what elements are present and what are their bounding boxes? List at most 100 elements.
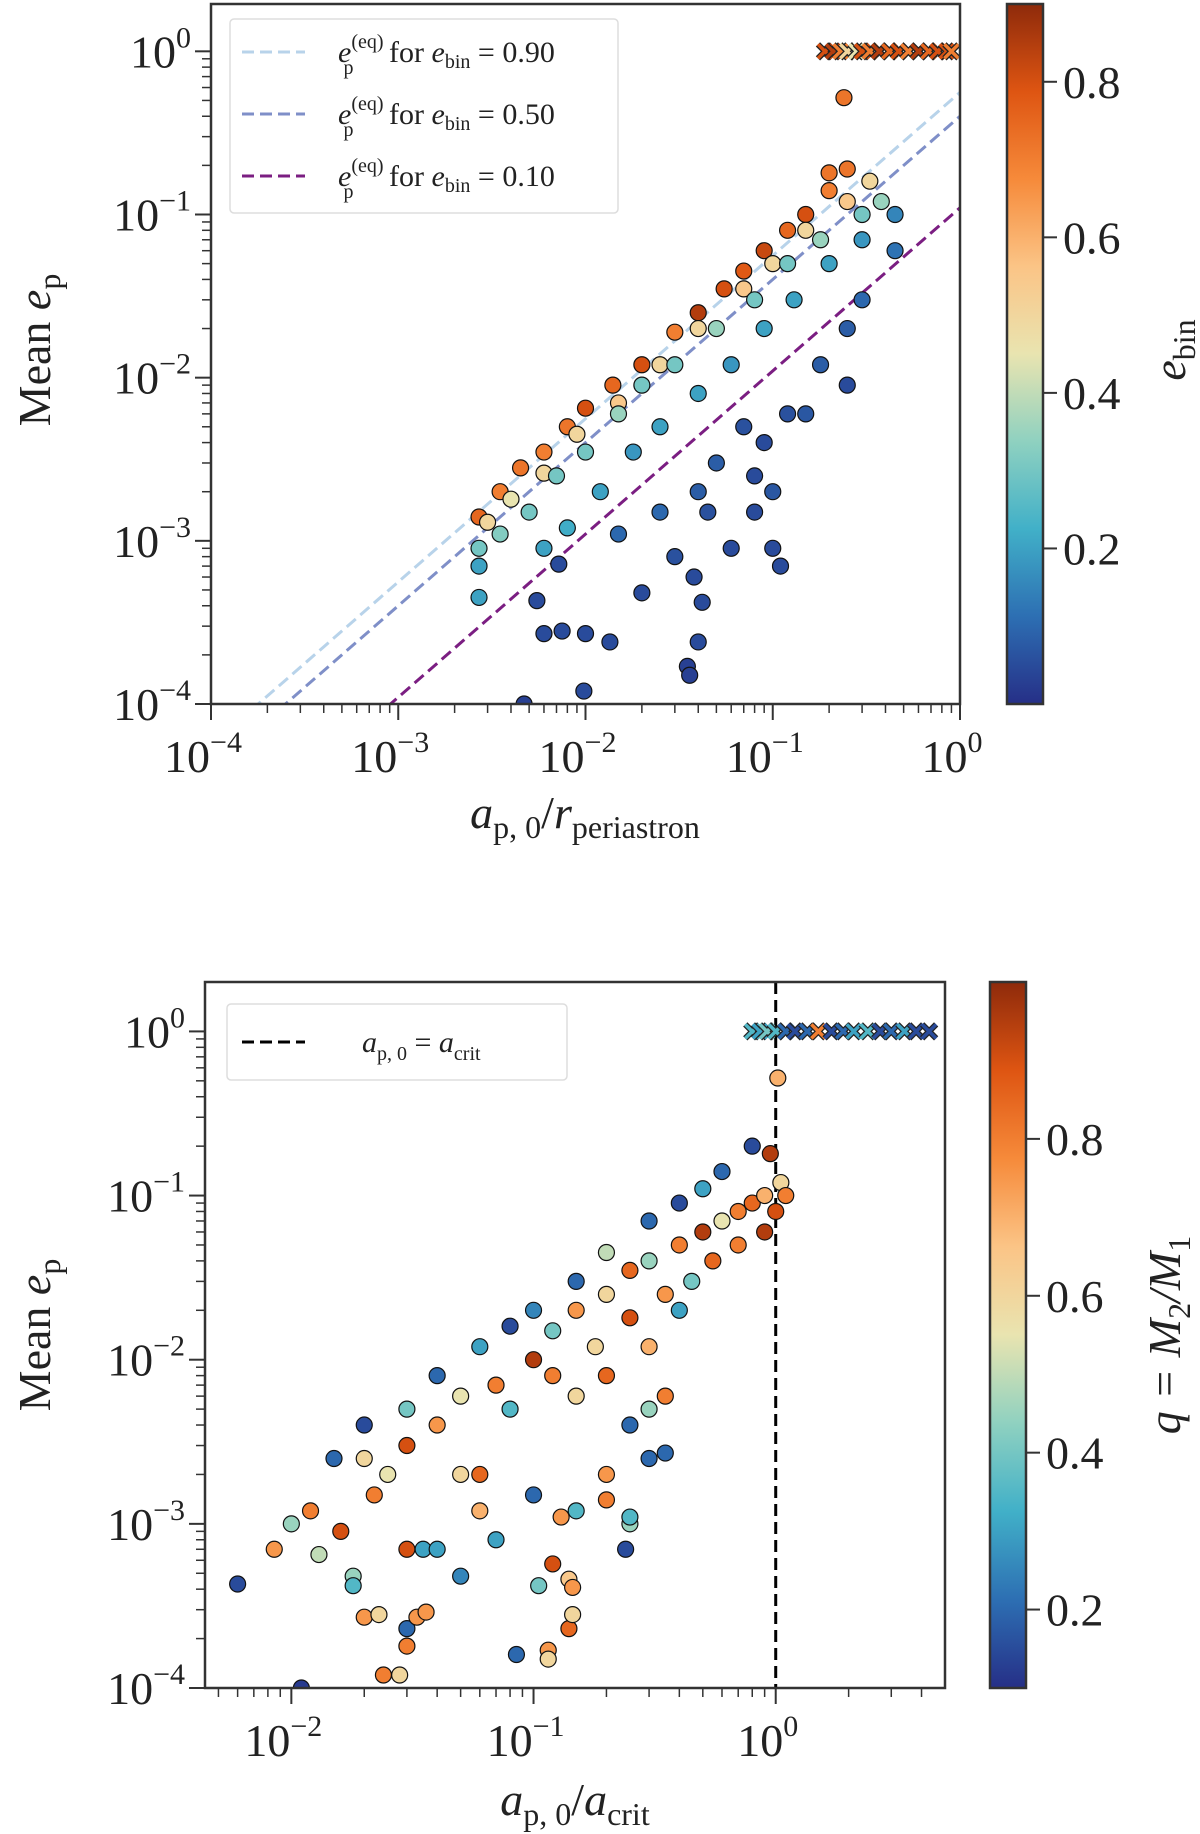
data-point — [633, 584, 651, 602]
colorbar-tick-label: 0.8 — [1046, 1114, 1104, 1165]
data-point — [621, 1261, 639, 1279]
data-point — [601, 633, 619, 651]
colorbar-tick-label: 0.4 — [1046, 1428, 1104, 1479]
data-point — [470, 588, 488, 607]
data-point — [470, 539, 488, 557]
data-point — [552, 1508, 570, 1526]
data-point — [756, 1186, 774, 1205]
data-point — [778, 255, 797, 273]
data-point — [689, 304, 707, 322]
data-point — [624, 443, 642, 461]
data-point — [713, 1212, 731, 1230]
data-point — [785, 291, 803, 309]
data-point — [491, 525, 509, 543]
top-x-axis-label: ap, 0/rperiastron — [470, 787, 700, 845]
data-point — [564, 1578, 582, 1597]
data-point — [265, 1540, 283, 1558]
data-point — [670, 1236, 688, 1254]
data-point — [820, 255, 838, 273]
data-point — [771, 557, 790, 575]
data-point — [797, 221, 815, 239]
x-marker-fill — [845, 1023, 862, 1040]
data-point — [332, 1522, 350, 1540]
data-point — [853, 291, 871, 309]
data-point — [576, 443, 595, 461]
data-point — [501, 1317, 519, 1335]
colorbar — [988, 980, 1028, 1690]
data-point — [567, 1502, 585, 1520]
data-point — [535, 539, 553, 557]
data-point — [528, 592, 546, 610]
data-point — [487, 1376, 505, 1394]
data-point — [861, 172, 879, 190]
data-point — [597, 1491, 616, 1509]
x-tick-label: 10−3 — [351, 726, 429, 782]
top-y-axis-label: Mean ep — [9, 274, 67, 427]
data-point — [756, 1223, 774, 1241]
data-point — [651, 418, 669, 436]
data-point — [735, 418, 753, 436]
data-point — [487, 1531, 505, 1549]
data-point — [621, 1508, 639, 1526]
data-point — [524, 1351, 543, 1369]
data-point — [746, 503, 764, 521]
data-point — [633, 356, 651, 374]
data-point — [656, 1285, 674, 1303]
data-point — [558, 519, 576, 537]
data-point — [767, 1202, 785, 1221]
data-point — [811, 231, 830, 249]
data-point — [391, 1666, 409, 1684]
y-tick-label: 10−3 — [107, 1494, 185, 1550]
data-point — [694, 1223, 712, 1241]
data-point — [729, 1202, 747, 1221]
x-tick-label: 10−2 — [244, 1710, 322, 1766]
data-point — [755, 242, 773, 260]
data-point — [325, 1449, 343, 1468]
data-point — [604, 376, 622, 394]
data-point — [355, 1416, 373, 1434]
data-point — [609, 525, 628, 543]
data-point — [502, 490, 520, 508]
bottom-colorbar-label: q = M2/M1 — [1139, 1236, 1197, 1434]
data-point — [729, 1236, 747, 1254]
data-point — [872, 192, 890, 211]
colorbar-tick-label: 0.4 — [1063, 368, 1121, 419]
data-point — [511, 459, 530, 477]
data-point — [617, 1540, 635, 1558]
data-point — [597, 1285, 616, 1303]
data-point — [670, 1194, 688, 1212]
data-point — [670, 1301, 688, 1319]
y-tick-label: 10−2 — [107, 1330, 185, 1386]
data-point — [838, 192, 856, 211]
data-point — [778, 405, 797, 423]
data-point — [507, 1645, 526, 1664]
x-tick-label: 10−1 — [487, 1710, 565, 1766]
data-point — [713, 1162, 731, 1181]
y-tick-label: 10−1 — [107, 1166, 185, 1222]
data-point — [743, 1194, 761, 1212]
data-point — [640, 1212, 658, 1230]
data-point — [530, 1577, 548, 1595]
data-point — [576, 399, 595, 417]
data-point — [838, 319, 856, 338]
data-point — [694, 1180, 712, 1198]
data-point — [428, 1540, 446, 1558]
data-point — [535, 443, 553, 461]
data-point — [575, 682, 593, 700]
y-tick-label: 10−2 — [113, 348, 191, 404]
data-point — [547, 467, 566, 485]
data-point — [398, 1436, 416, 1455]
x-marker-fill — [920, 1023, 938, 1040]
data-point — [651, 503, 669, 521]
y-tick-label: 100 — [124, 1001, 185, 1057]
data-point — [778, 221, 797, 239]
data-point — [656, 1444, 674, 1462]
data-point — [539, 1650, 557, 1668]
colorbar — [1005, 2, 1045, 706]
data-point — [452, 1465, 470, 1484]
x-tick-label: 10−1 — [726, 726, 804, 782]
data-point — [379, 1465, 397, 1484]
data-point — [544, 1555, 562, 1573]
data-point — [553, 622, 571, 640]
